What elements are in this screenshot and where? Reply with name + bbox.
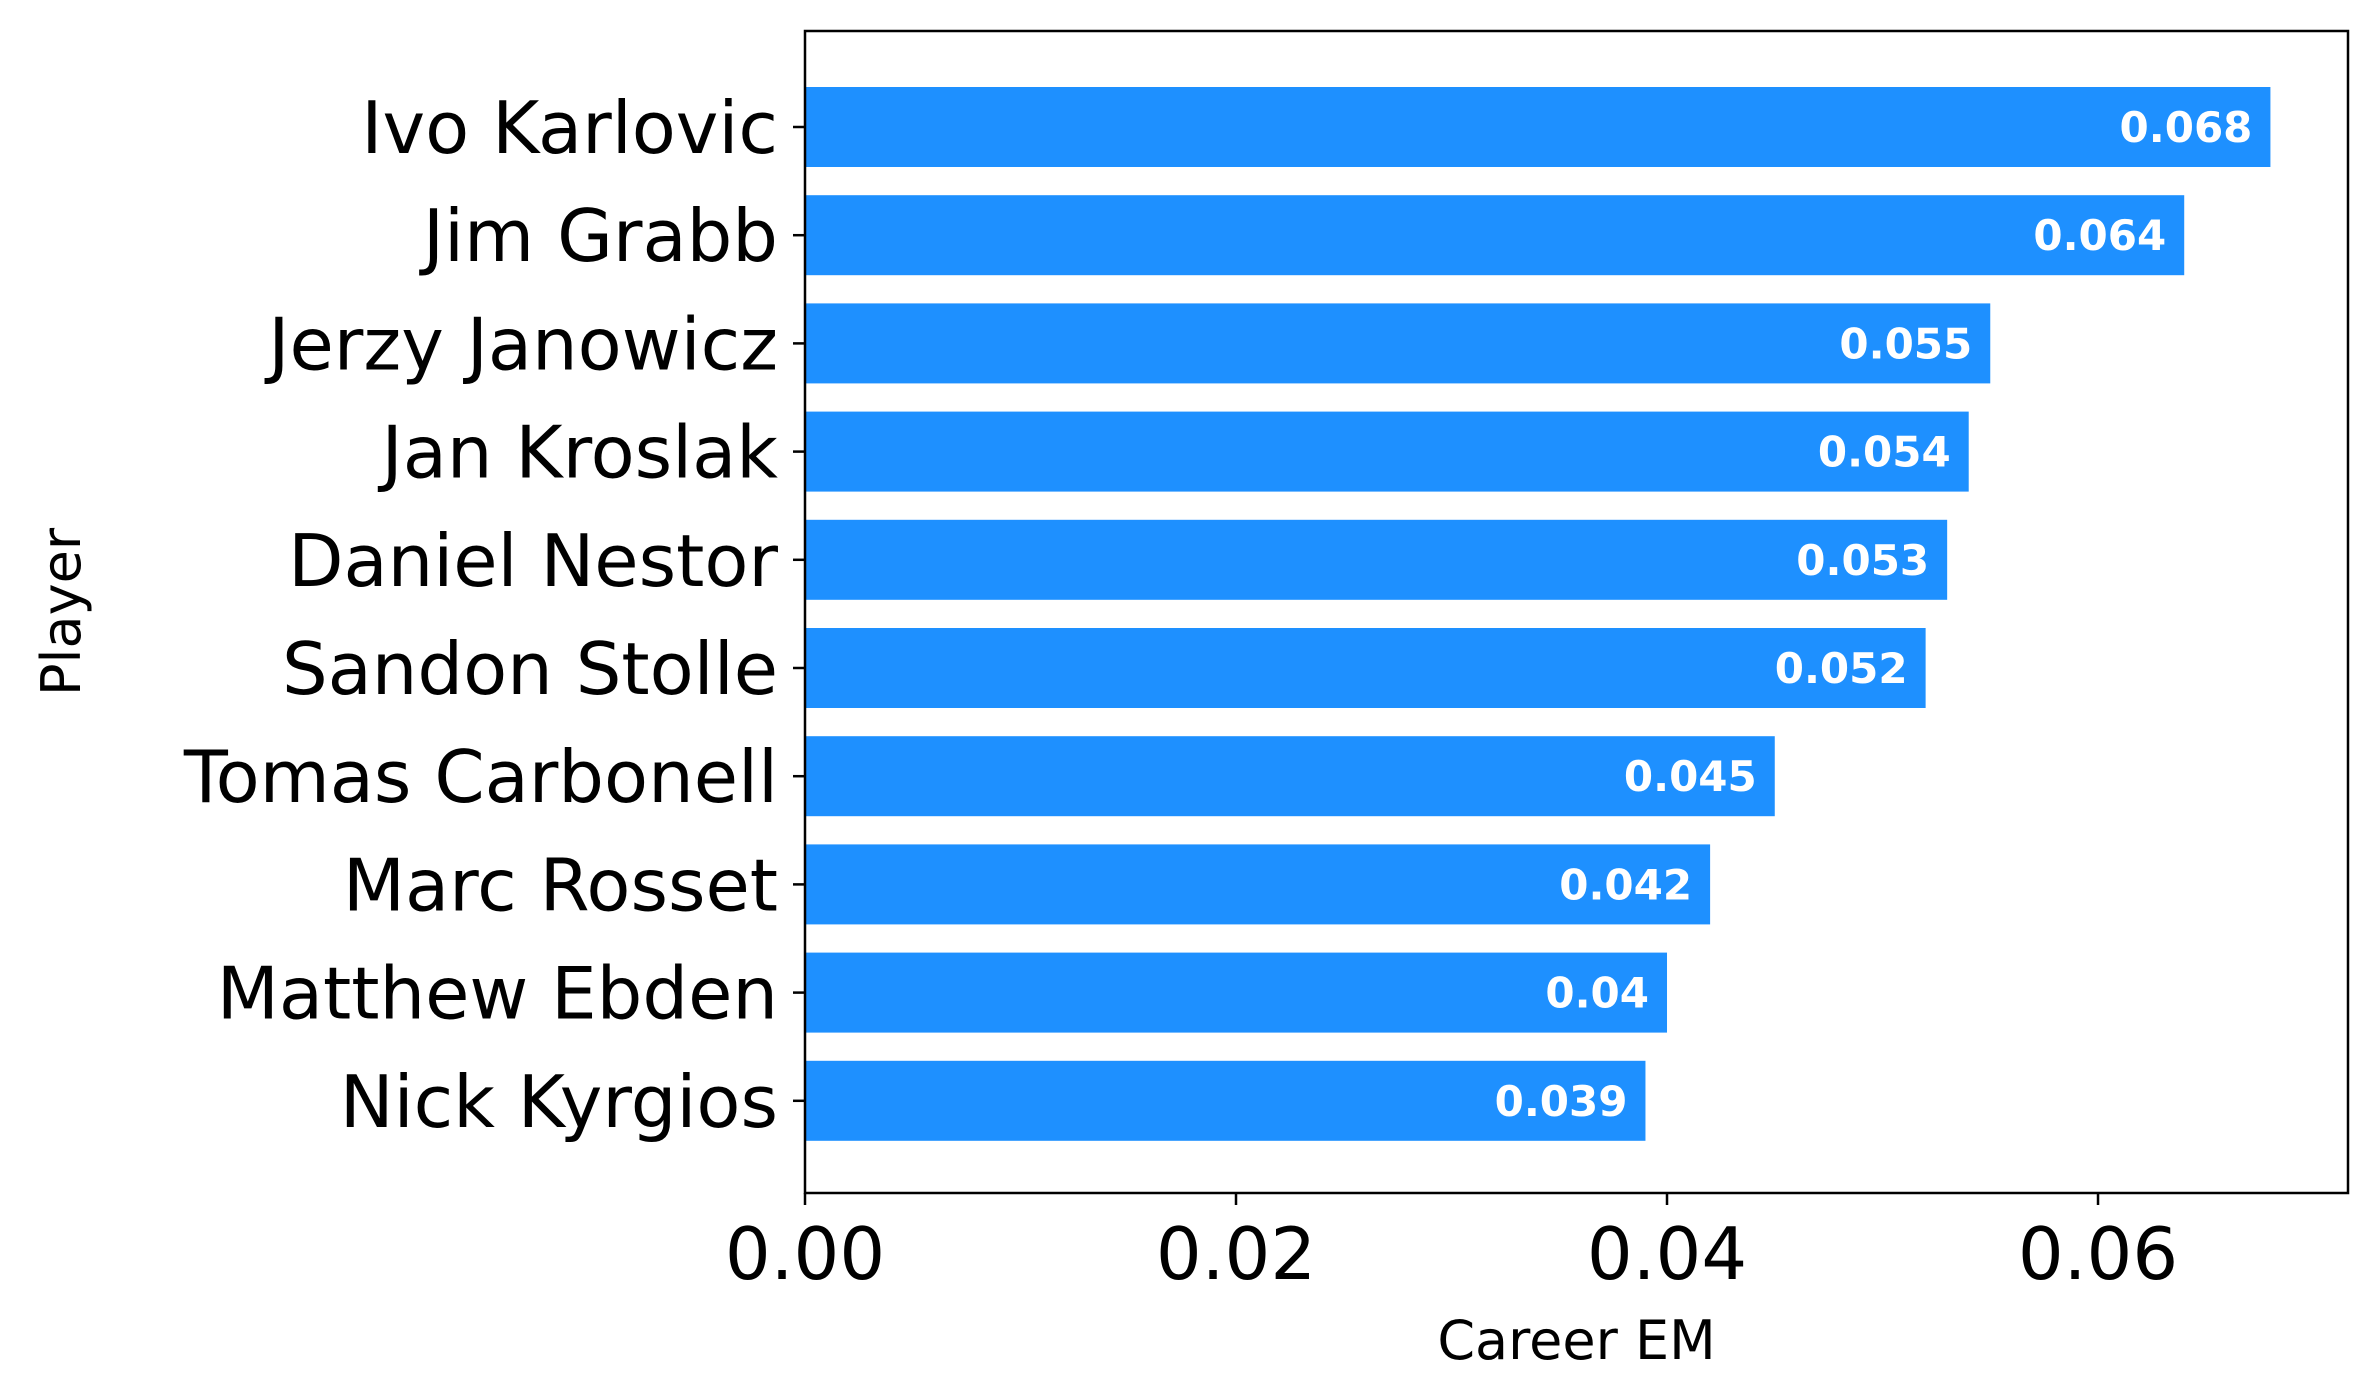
bar [805,411,1969,492]
bar [805,303,1991,384]
bar-value-label: 0.068 [2120,103,2253,152]
bar-value-label: 0.039 [1495,1077,1628,1126]
x-tick-label: 0.04 [1587,1212,1747,1296]
y-axis: Ivo Karlovic Jim Grabb Jerzy Janowicz Jan K… [183,86,805,1144]
bar-value-label: 0.054 [1818,428,1951,477]
plot-frame [803,29,2350,1195]
x-tick-label: 0.00 [725,1212,885,1296]
x-tick-label: 0.02 [1156,1212,1316,1296]
y-tick-label: Daniel Nestor [288,519,778,603]
bar-value-label: 0.064 [2033,211,2166,260]
x-axis: 0.00 0.02 0.04 0.06 [725,1193,2178,1296]
bar-value-label: 0.04 [1545,969,1649,1018]
bar [805,87,2271,167]
bar [805,519,1948,600]
bars-group [805,87,2271,1141]
y-tick-label: Jerzy Janowicz [264,302,778,386]
bar [805,628,1926,708]
y-tick-label: Tomas Carbonell [183,735,778,819]
bar [805,195,2185,276]
y-tick-label: Sandon Stolle [282,627,778,711]
bar [805,844,1711,925]
bar-value-label: 0.053 [1796,536,1929,585]
y-axis-title: Player [30,527,93,696]
x-axis-title: Career EM [1437,1309,1715,1372]
bar [805,952,1668,1033]
y-tick-label: Matthew Ebden [217,952,778,1036]
y-tick-label: Marc Rosset [343,843,778,927]
value-labels-group: 0.068 0.064 0.055 0.054 0.053 0.052 0.045 0.042… [1495,103,2253,1126]
bar [805,736,1775,817]
bar [805,1060,1646,1141]
y-tick-label: Nick Kyrgios [340,1060,778,1144]
bar-value-label: 0.052 [1775,644,1908,693]
bar-value-label: 0.045 [1624,752,1757,801]
y-tick-label: Jim Grabb [419,194,778,278]
y-tick-label: Ivo Karlovic [361,86,778,170]
x-tick-label: 0.06 [2018,1212,2178,1296]
y-tick-label: Jan Kroslak [378,411,779,495]
bar-value-label: 0.055 [1839,319,1972,368]
bar-value-label: 0.042 [1559,860,1692,909]
